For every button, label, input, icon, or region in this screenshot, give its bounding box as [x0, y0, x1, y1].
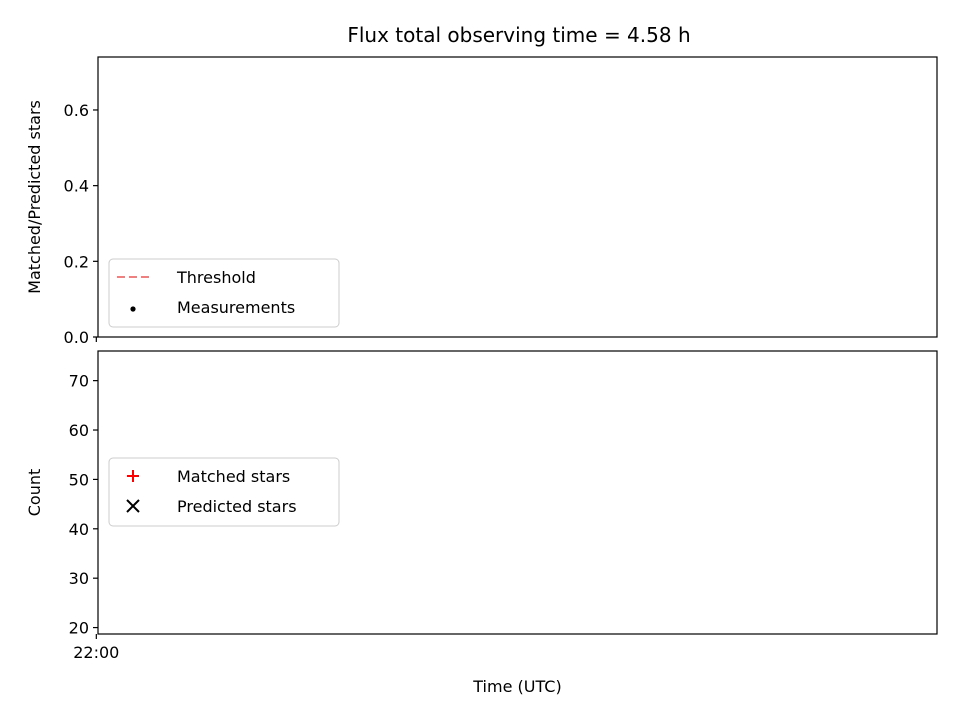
matched-point: [0, 544, 3, 554]
legend-matched-swatch: [127, 470, 139, 482]
legend: Matched stars Predicted stars: [108, 457, 340, 527]
predicted-point: [31, 445, 41, 455]
matched-point: [1, 539, 11, 549]
matched-point: [31, 544, 41, 554]
measurement-point: [46, 141, 51, 146]
predicted-point: [49, 499, 59, 509]
predicted-point: [14, 445, 24, 455]
top-panel: 0.0 0.2 0.4 0.6 Matched/Predicted stars Thres…: [0, 56, 938, 347]
measurement-point: [16, 92, 21, 97]
x-tick-label: 22:00: [73, 643, 119, 662]
y-axis-label: Count: [25, 469, 44, 517]
matched-point: [27, 529, 37, 539]
y-tick-label: 0.2: [64, 252, 89, 271]
y-tick-label: 60: [69, 421, 89, 440]
legend-label: Predicted stars: [177, 497, 297, 516]
figure-title: Flux total observing time = 4.58 h: [347, 23, 690, 47]
y-tick-label: 40: [69, 520, 89, 539]
axes-frame: [97, 56, 938, 338]
x-axis-label: Time (UTC): [472, 677, 561, 696]
matched-point: [14, 534, 24, 544]
matched-point: [43, 608, 53, 618]
matched-point: [6, 529, 16, 539]
measurement-point: [4, 123, 9, 128]
legend-label: Matched stars: [177, 467, 290, 486]
measurement-point: [52, 334, 57, 339]
measurement-point: [12, 73, 17, 78]
legend-measurement-swatch: [130, 306, 136, 312]
y-tick-label: 0.4: [64, 177, 89, 196]
legend-label: Measurements: [177, 298, 295, 317]
predicted-point: [27, 440, 37, 450]
legend: Threshold Measurements: [108, 258, 340, 328]
y-tick-label: 30: [69, 569, 89, 588]
predicted-point: [6, 450, 16, 460]
predicted-point: [43, 465, 53, 475]
y-tick-label: 20: [69, 619, 89, 638]
matched-point: [22, 544, 32, 554]
legend-label: Threshold: [176, 268, 256, 287]
matched-point: [10, 529, 20, 539]
measurement-point: [0, 107, 5, 112]
predicted-point: [22, 445, 32, 455]
y-axis-label: Matched/Predicted stars: [25, 100, 44, 294]
measurement-point: [8, 73, 13, 78]
measurement-point: [29, 77, 34, 82]
y-tick-label: 0.0: [64, 328, 89, 347]
predicted-point: [0, 430, 3, 440]
predicted-point: [0, 405, 7, 415]
y-tick-label: 50: [69, 470, 89, 489]
legend-box: [108, 258, 340, 328]
measurement-point: [33, 92, 38, 97]
predicted-point: [18, 450, 28, 460]
matched-point: [49, 529, 59, 539]
axes-frame: [97, 350, 938, 635]
measurement-point: [0, 88, 1, 93]
y-tick-label: 70: [69, 372, 89, 391]
bottom-panel: 20304050607022:0000:0002:0004:0006:0008:…: [0, 350, 938, 696]
predicted-point: [10, 445, 20, 455]
predicted-point: [1, 420, 11, 430]
measurement-point: [21, 81, 26, 86]
measurement-point: [25, 85, 30, 90]
matched-point: [0, 568, 7, 578]
legend-box: [108, 457, 340, 527]
matched-point: [35, 563, 45, 573]
matched-point: [18, 539, 28, 549]
legend-predicted-swatch: [126, 499, 140, 513]
matched-point: [39, 598, 49, 608]
predicted-point: [35, 450, 45, 460]
y-tick-label: 0.6: [64, 101, 89, 120]
